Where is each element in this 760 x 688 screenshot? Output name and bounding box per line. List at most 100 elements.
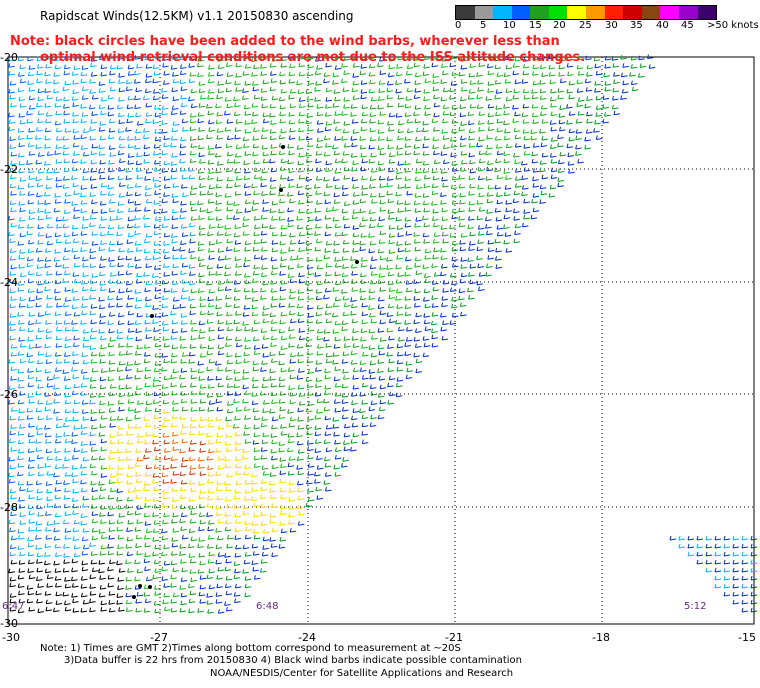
wind-barb [377,222,384,228]
wind-barb [215,360,222,366]
wind-barb [152,319,159,324]
wind-barb [279,184,286,189]
wind-barb [154,183,161,188]
wind-barb [476,142,483,148]
wind-barb [207,472,215,477]
wind-barb [242,544,250,550]
wind-barb [198,430,205,436]
wind-barb [81,224,89,229]
wind-barb [387,344,394,349]
wind-barb [315,238,323,244]
wind-barb [143,512,151,518]
wind-barb [305,342,313,348]
wind-barb [27,71,35,77]
wind-barb [244,273,251,278]
wind-barb [73,206,80,212]
wind-barb [423,174,431,180]
wind-barb [352,408,360,413]
wind-barb [368,158,376,164]
wind-barb [44,257,52,262]
wind-barb [190,399,197,404]
wind-barb [125,592,132,598]
wind-barb [705,567,713,573]
wind-barb [36,78,43,84]
wind-barb [26,256,34,262]
wind-barb [270,303,277,308]
wind-barb [28,344,36,349]
wind-barb [369,118,376,124]
wind-barb [144,521,152,526]
wind-barb [252,383,259,389]
wind-barb [477,55,485,61]
wind-barb [352,328,359,333]
wind-barb [486,198,494,204]
wind-barb [297,351,304,357]
wind-barb [80,247,87,252]
wind-barb [136,167,143,172]
wind-barb [134,390,142,396]
wind-barb [153,414,161,420]
wind-barb [28,312,36,317]
wind-barb [36,454,44,460]
wind-barb [451,214,458,220]
wind-barb [35,447,42,452]
wind-barb [280,158,288,164]
wind-barb [224,566,232,572]
wind-barb [98,568,105,574]
wind-barb [387,367,395,372]
wind-barb [244,534,252,540]
wind-barb [144,374,151,379]
wind-barb [325,104,332,109]
wind-barb [64,352,71,357]
wind-barb [171,319,179,325]
wind-barb [26,262,34,268]
wind-barb [189,558,197,564]
wind-barb [180,430,187,435]
wind-barb [99,376,107,382]
wind-barb [351,214,359,220]
wind-barb [54,576,62,581]
wind-barb [514,230,521,236]
wind-barb [188,96,195,102]
wind-barb [226,214,233,220]
wind-barb [460,121,467,126]
wind-barb [315,367,322,372]
wind-barb [208,247,215,253]
wind-barb [253,319,261,325]
wind-barb [27,568,34,573]
wind-barb [298,103,306,109]
wind-barb [118,166,125,172]
wind-barb [741,535,749,541]
wind-barb [451,246,459,252]
wind-barb [341,158,348,164]
wind-barb [352,432,360,438]
wind-barb [289,232,296,238]
wind-barb [71,439,78,444]
wind-barb [154,136,162,142]
wind-barb [352,192,360,197]
wind-barb [468,294,475,300]
wind-barb [54,102,62,108]
wind-barb [431,118,439,124]
wind-barb [63,209,71,214]
wind-barb [116,104,124,110]
wind-barb [316,398,324,404]
wind-barb [476,104,484,109]
wind-barb [323,439,331,444]
wind-barb [478,272,486,277]
wind-barb [170,174,177,180]
wind-barb [27,288,35,293]
wind-barb [71,465,79,470]
wind-barb [161,422,169,428]
wind-barb [325,142,332,148]
wind-barb [360,328,368,333]
wind-barb [100,368,108,373]
wind-barb [179,374,186,380]
wind-barb [379,287,386,292]
wind-barb [72,118,80,124]
wind-barb [224,271,231,277]
wind-barb [89,591,97,596]
wind-barb [341,63,348,68]
wind-barb [18,201,25,206]
wind-barb [244,191,252,196]
